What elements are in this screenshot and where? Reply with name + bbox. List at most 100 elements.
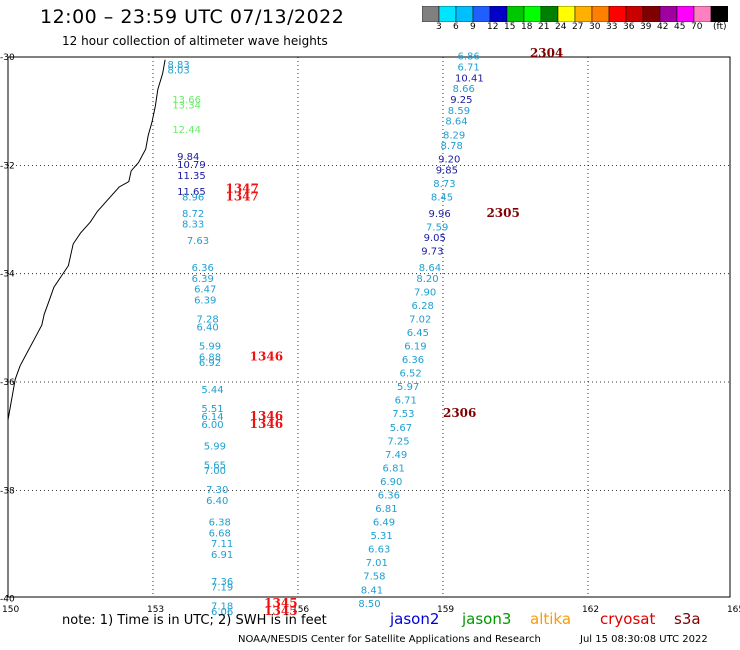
wave-height-label: 6.36 <box>378 490 400 501</box>
pass-time-label: 1347 <box>225 181 258 195</box>
wave-height-label: 7.11 <box>211 539 233 550</box>
wave-height-label: 6.71 <box>457 63 479 74</box>
wave-height-label: 6.45 <box>407 328 429 339</box>
wave-height-label: 9.73 <box>421 247 443 258</box>
wave-height-label: 6.36 <box>192 263 214 274</box>
legend-tick-label: 18 <box>521 22 533 32</box>
lat-tick-label: -40 <box>0 595 15 605</box>
legend-tick-label: 24 <box>555 22 567 32</box>
wave-height-label: 7.02 <box>409 314 431 325</box>
lon-tick-label: 165 <box>727 605 740 615</box>
legend-tick-label: 30 <box>589 22 601 32</box>
wave-height-label: 8.20 <box>416 274 438 285</box>
wave-height-label: 7.28 <box>196 314 218 325</box>
wave-height-label: 5.67 <box>390 423 412 434</box>
wave-height-label: 5.97 <box>397 382 419 393</box>
map-frame <box>7 56 731 598</box>
wave-height-label: 7.49 <box>385 450 407 461</box>
wave-height-label: 6.40 <box>206 496 228 507</box>
wave-height-label: 7.90 <box>414 287 436 298</box>
wave-height-label: 13.34 <box>172 100 201 111</box>
wave-height-label: 8.96 <box>182 193 204 204</box>
satellite-legend-altika: altika <box>530 610 572 628</box>
wave-height-label: 7.01 <box>366 558 388 569</box>
wave-height-label: 6.49 <box>373 518 395 529</box>
wave-height-label: 6.40 <box>196 323 218 334</box>
lon-tick-label: 150 <box>2 605 19 615</box>
lat-tick-label: -32 <box>0 161 15 171</box>
legend-tick-label: 6 <box>453 22 459 32</box>
legend-tick-label: 45 <box>674 22 686 32</box>
pass-time-label: 1346 <box>250 349 283 363</box>
wave-height-label: 6.47 <box>194 285 216 296</box>
wave-height-label: 8.45 <box>431 193 453 204</box>
wave-height-label: 7.53 <box>392 409 414 420</box>
wave-height-label: 6.68 <box>209 528 231 539</box>
wave-height-label: 6.91 <box>211 550 233 561</box>
wave-height-label: 11.35 <box>177 171 206 182</box>
wave-height-label: 8.64 <box>445 117 467 128</box>
wave-height-label: 7.00 <box>204 466 226 477</box>
wave-height-label: 6.92 <box>199 358 221 369</box>
legend-tick-label: 33 <box>606 22 618 32</box>
legend-tick-label: 21 <box>538 22 550 32</box>
wave-height-label: 6.71 <box>395 396 417 407</box>
wave-height-label: 6.88 <box>199 352 221 363</box>
wave-height-label: 8.78 <box>441 141 463 152</box>
legend-tick-label: 27 <box>572 22 584 32</box>
wave-height-label: 7.63 <box>187 236 209 247</box>
satellite-legend-s3a: s3a <box>674 610 701 628</box>
footer-note: note: 1) Time is in UTC; 2) SWH is in fe… <box>62 613 327 628</box>
wave-height-label: 8.66 <box>453 84 475 95</box>
wave-height-label: 10.41 <box>455 73 484 84</box>
wave-height-label: 6.06 <box>211 607 233 618</box>
wave-height-label: 8.41 <box>361 585 383 596</box>
pass-time-label: 2304 <box>530 46 563 60</box>
wave-height-label: 10.79 <box>177 160 206 171</box>
legend-tick-label: 3 <box>436 22 442 32</box>
wave-height-label: 6.81 <box>375 504 397 515</box>
wave-height-label: 9.05 <box>424 233 446 244</box>
wave-height-label: 7.36 <box>211 577 233 588</box>
pass-time-label: 1346 <box>250 409 283 423</box>
lat-tick-label: -38 <box>0 486 15 496</box>
wave-height-label: 12.44 <box>172 125 201 136</box>
wave-height-label: 8.50 <box>358 599 380 610</box>
wave-height-label: 6.81 <box>383 463 405 474</box>
pass-time-label: 1347 <box>225 190 258 204</box>
wave-height-label: 6.00 <box>201 420 223 431</box>
wave-height-label: 8.73 <box>433 179 455 190</box>
wave-height-label: 8.83 <box>167 60 189 71</box>
wave-height-label: 6.63 <box>368 545 390 556</box>
coastline <box>7 59 166 420</box>
wave-height-label: 8.33 <box>182 220 204 231</box>
color-legend-bar <box>422 6 728 22</box>
wave-height-label: 7.30 <box>206 485 228 496</box>
wave-height-label: 5.31 <box>370 531 392 542</box>
wave-height-label: 5.99 <box>204 442 226 453</box>
wave-height-label: 6.39 <box>192 274 214 285</box>
wave-height-label: 9.20 <box>438 155 460 166</box>
wave-height-label: 7.25 <box>387 436 409 447</box>
wave-height-label: 5.65 <box>204 461 226 472</box>
wave-height-label: 9.84 <box>177 152 199 163</box>
legend-tick-label: 15 <box>504 22 516 32</box>
legend-tick-label: 39 <box>640 22 652 32</box>
legend-tick-label: 36 <box>623 22 635 32</box>
wave-height-label: 7.18 <box>211 602 233 613</box>
wave-height-label: 7.58 <box>363 572 385 583</box>
wave-height-label: 13.66 <box>172 95 201 106</box>
satellite-legend-jason2: jason2 <box>390 610 440 628</box>
lat-tick-label: -36 <box>0 378 15 388</box>
footer-credit: NOAA/NESDIS Center for Satellite Applica… <box>238 634 541 645</box>
wave-height-label: 8.59 <box>448 106 470 117</box>
legend-tick-label: 42 <box>657 22 669 32</box>
color-legend-unit: (ft) <box>713 22 727 32</box>
wave-height-label: 6.38 <box>209 518 231 529</box>
wave-height-label: 9.96 <box>428 209 450 220</box>
wave-height-label: 6.86 <box>457 52 479 63</box>
lon-tick-label: 162 <box>582 605 599 615</box>
pass-time-label: 2305 <box>486 206 519 220</box>
